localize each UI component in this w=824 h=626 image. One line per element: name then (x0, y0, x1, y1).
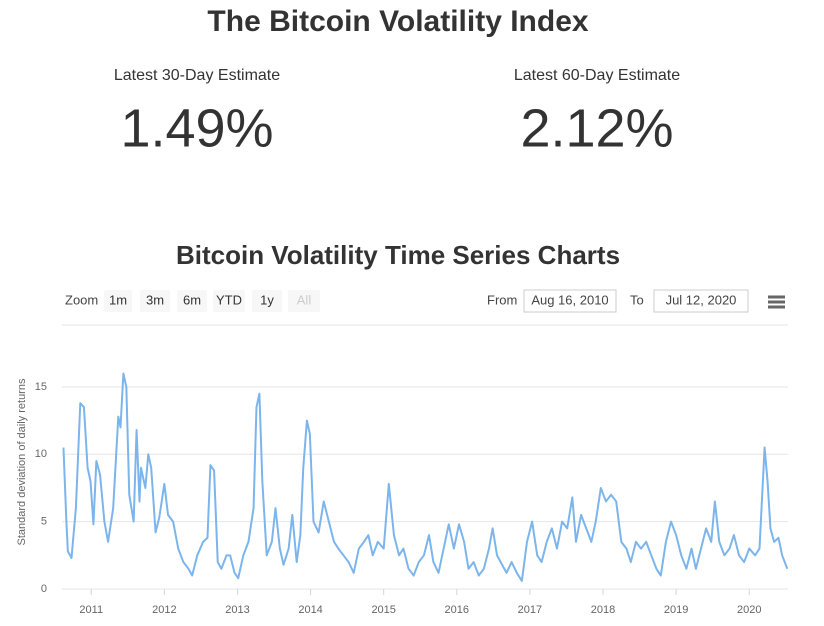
stat-label: Latest 60-Day Estimate (514, 67, 680, 84)
x-tick-label: 2015 (371, 604, 395, 616)
range-button[interactable]: All (288, 290, 320, 312)
y-axis-title: Standard deviation of daily returns (16, 378, 28, 545)
range-button[interactable]: 1y (252, 290, 282, 312)
range-button[interactable]: 1m (104, 290, 132, 312)
stat-value: 2.12% (520, 98, 673, 158)
x-tick-label: 2017 (518, 604, 542, 616)
x-tick-label: 2019 (664, 604, 688, 616)
y-tick-label: 0 (41, 583, 47, 595)
page-title: The Bitcoin Volatility Index (207, 5, 588, 38)
range-button[interactable]: YTD (213, 290, 245, 312)
x-tick-label: 2012 (152, 604, 176, 616)
y-tick-label: 10 (35, 448, 47, 460)
to-input[interactable] (653, 289, 749, 313)
x-tick-label: 2013 (225, 604, 249, 616)
stat-value: 1.49% (120, 98, 273, 158)
button-bg (213, 290, 245, 312)
button-label: 1y (260, 292, 274, 307)
button-bg (177, 290, 207, 312)
volatility-line (62, 372, 789, 582)
button-bg (288, 290, 320, 312)
range-button[interactable]: 3m (140, 290, 170, 312)
button-label: 1m (109, 292, 127, 307)
to-date[interactable]: Jul 12, 2020 (666, 292, 737, 307)
from-date[interactable]: Aug 16, 2010 (531, 292, 608, 307)
zoom-label: Zoom (65, 292, 98, 307)
y-tick-label: 5 (41, 516, 47, 528)
x-tick-label: 2018 (591, 604, 615, 616)
menu-button[interactable] (768, 295, 785, 309)
button-label: YTD (216, 292, 242, 307)
x-tick-label: 2014 (298, 604, 322, 616)
from-input[interactable] (523, 289, 617, 313)
x-tick-label: 2020 (737, 604, 761, 616)
button-bg (104, 290, 132, 312)
from-label: From (487, 292, 517, 307)
button-bg (140, 290, 170, 312)
button-label: 3m (146, 292, 164, 307)
button-label: 6m (183, 292, 201, 307)
button-label: All (297, 292, 312, 307)
to-label: To (630, 292, 644, 307)
stat-label: Latest 30-Day Estimate (114, 67, 280, 84)
button-bg (252, 290, 282, 312)
x-tick-label: 2016 (445, 604, 469, 616)
x-tick-label: 2011 (79, 604, 103, 616)
y-tick-label: 15 (35, 381, 47, 393)
range-button[interactable]: 6m (177, 290, 207, 312)
chart-title: Bitcoin Volatility Time Series Charts (176, 240, 620, 270)
